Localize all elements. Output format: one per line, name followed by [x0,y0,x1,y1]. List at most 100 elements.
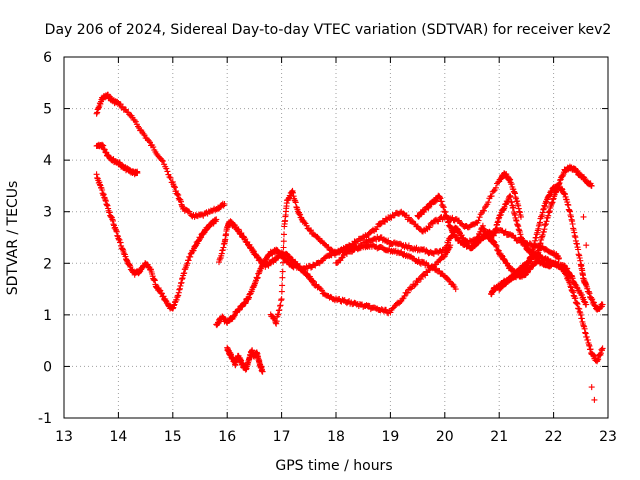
data-point [288,188,295,195]
data-point [409,218,416,224]
data-point [426,224,433,231]
data-point [511,210,518,217]
data-point [576,308,583,315]
data-point [290,189,296,196]
data-point [476,231,483,238]
x-tick-label: 16 [218,429,236,445]
x-tick-labels: 13 14 15 16 17 18 19 20 21 22 23 [55,429,617,445]
y-tick-label: 3 [43,205,52,221]
data-point [163,165,170,172]
data-point [177,282,184,289]
data-point [231,312,238,318]
data-point [539,231,546,238]
data-point [132,118,139,125]
y-tick-label: 6 [43,50,52,66]
data-point [276,307,283,313]
data-point [175,292,182,299]
data-point [543,199,550,206]
data-point [595,356,602,363]
data-point [481,207,487,214]
data-point [166,174,173,181]
data-point [443,213,450,219]
data-point [93,110,100,117]
x-tick-label: 13 [55,429,73,445]
data-point [515,223,522,230]
y-tick-label: -1 [38,411,52,427]
x-tick-label: 22 [545,429,563,445]
data-point [538,213,545,220]
data-point [511,189,518,196]
data-point [447,223,454,230]
data-point [93,171,100,178]
data-point [120,250,127,257]
data-point [543,218,550,225]
y-tick-label: 5 [43,102,52,118]
data-point [501,203,508,210]
data-point [405,214,412,221]
data-point [414,279,421,286]
data-point [173,296,180,303]
data-point [145,137,152,144]
data-point [181,270,188,277]
data-point [599,301,606,308]
data-point [158,157,165,164]
data-point [507,193,514,200]
x-tick-label: 19 [381,429,399,445]
data-point [114,232,121,239]
data-point [535,247,542,254]
data-point [485,199,492,206]
data-point [588,384,595,391]
y-axis-label: SDTVAR / TECUs [5,181,21,296]
data-point [498,252,505,259]
data-point [444,215,451,222]
data-point [377,221,384,228]
data-point [438,249,445,256]
data-point [446,278,453,284]
data-point [437,195,444,202]
plot-frame [63,56,609,419]
data-point [520,237,527,244]
y-tick-label: 1 [43,308,52,324]
data-point [546,209,553,216]
data-point [517,231,524,238]
data-point [575,251,582,258]
data-point [374,223,381,230]
x-tick-label: 23 [599,429,617,445]
data-point [213,216,220,223]
data-point [495,218,502,225]
data-point [301,219,308,226]
data-point [278,288,285,295]
data-point [102,196,109,203]
data-point [325,244,332,251]
data-point [502,228,509,235]
data-point [516,208,523,215]
data-point [279,274,286,281]
data-point [556,255,562,262]
data-point [452,286,459,293]
data-point [292,199,299,206]
data-point [562,191,568,198]
x-tick-label: 17 [273,429,291,445]
data-point [95,104,102,111]
x-tick-label: 18 [327,429,345,445]
data-point [259,368,266,375]
y-tick-labels: -1 0 1 2 3 4 5 6 [38,50,52,427]
data-point [597,350,604,357]
y-tick-label: 4 [43,153,52,169]
data-point [569,221,576,227]
data-point [540,228,547,235]
data-point [417,276,424,283]
data-point [445,218,452,225]
data-point [432,198,438,205]
x-axis-label: GPS time / hours [275,458,392,474]
data-point [442,208,449,215]
x-tick-label: 21 [490,429,508,445]
data-point [140,130,147,137]
data-point [581,325,588,332]
data-point [512,234,519,241]
data-point [176,286,183,293]
data-point [488,193,495,200]
data-point [492,184,499,191]
data-point [589,296,596,303]
